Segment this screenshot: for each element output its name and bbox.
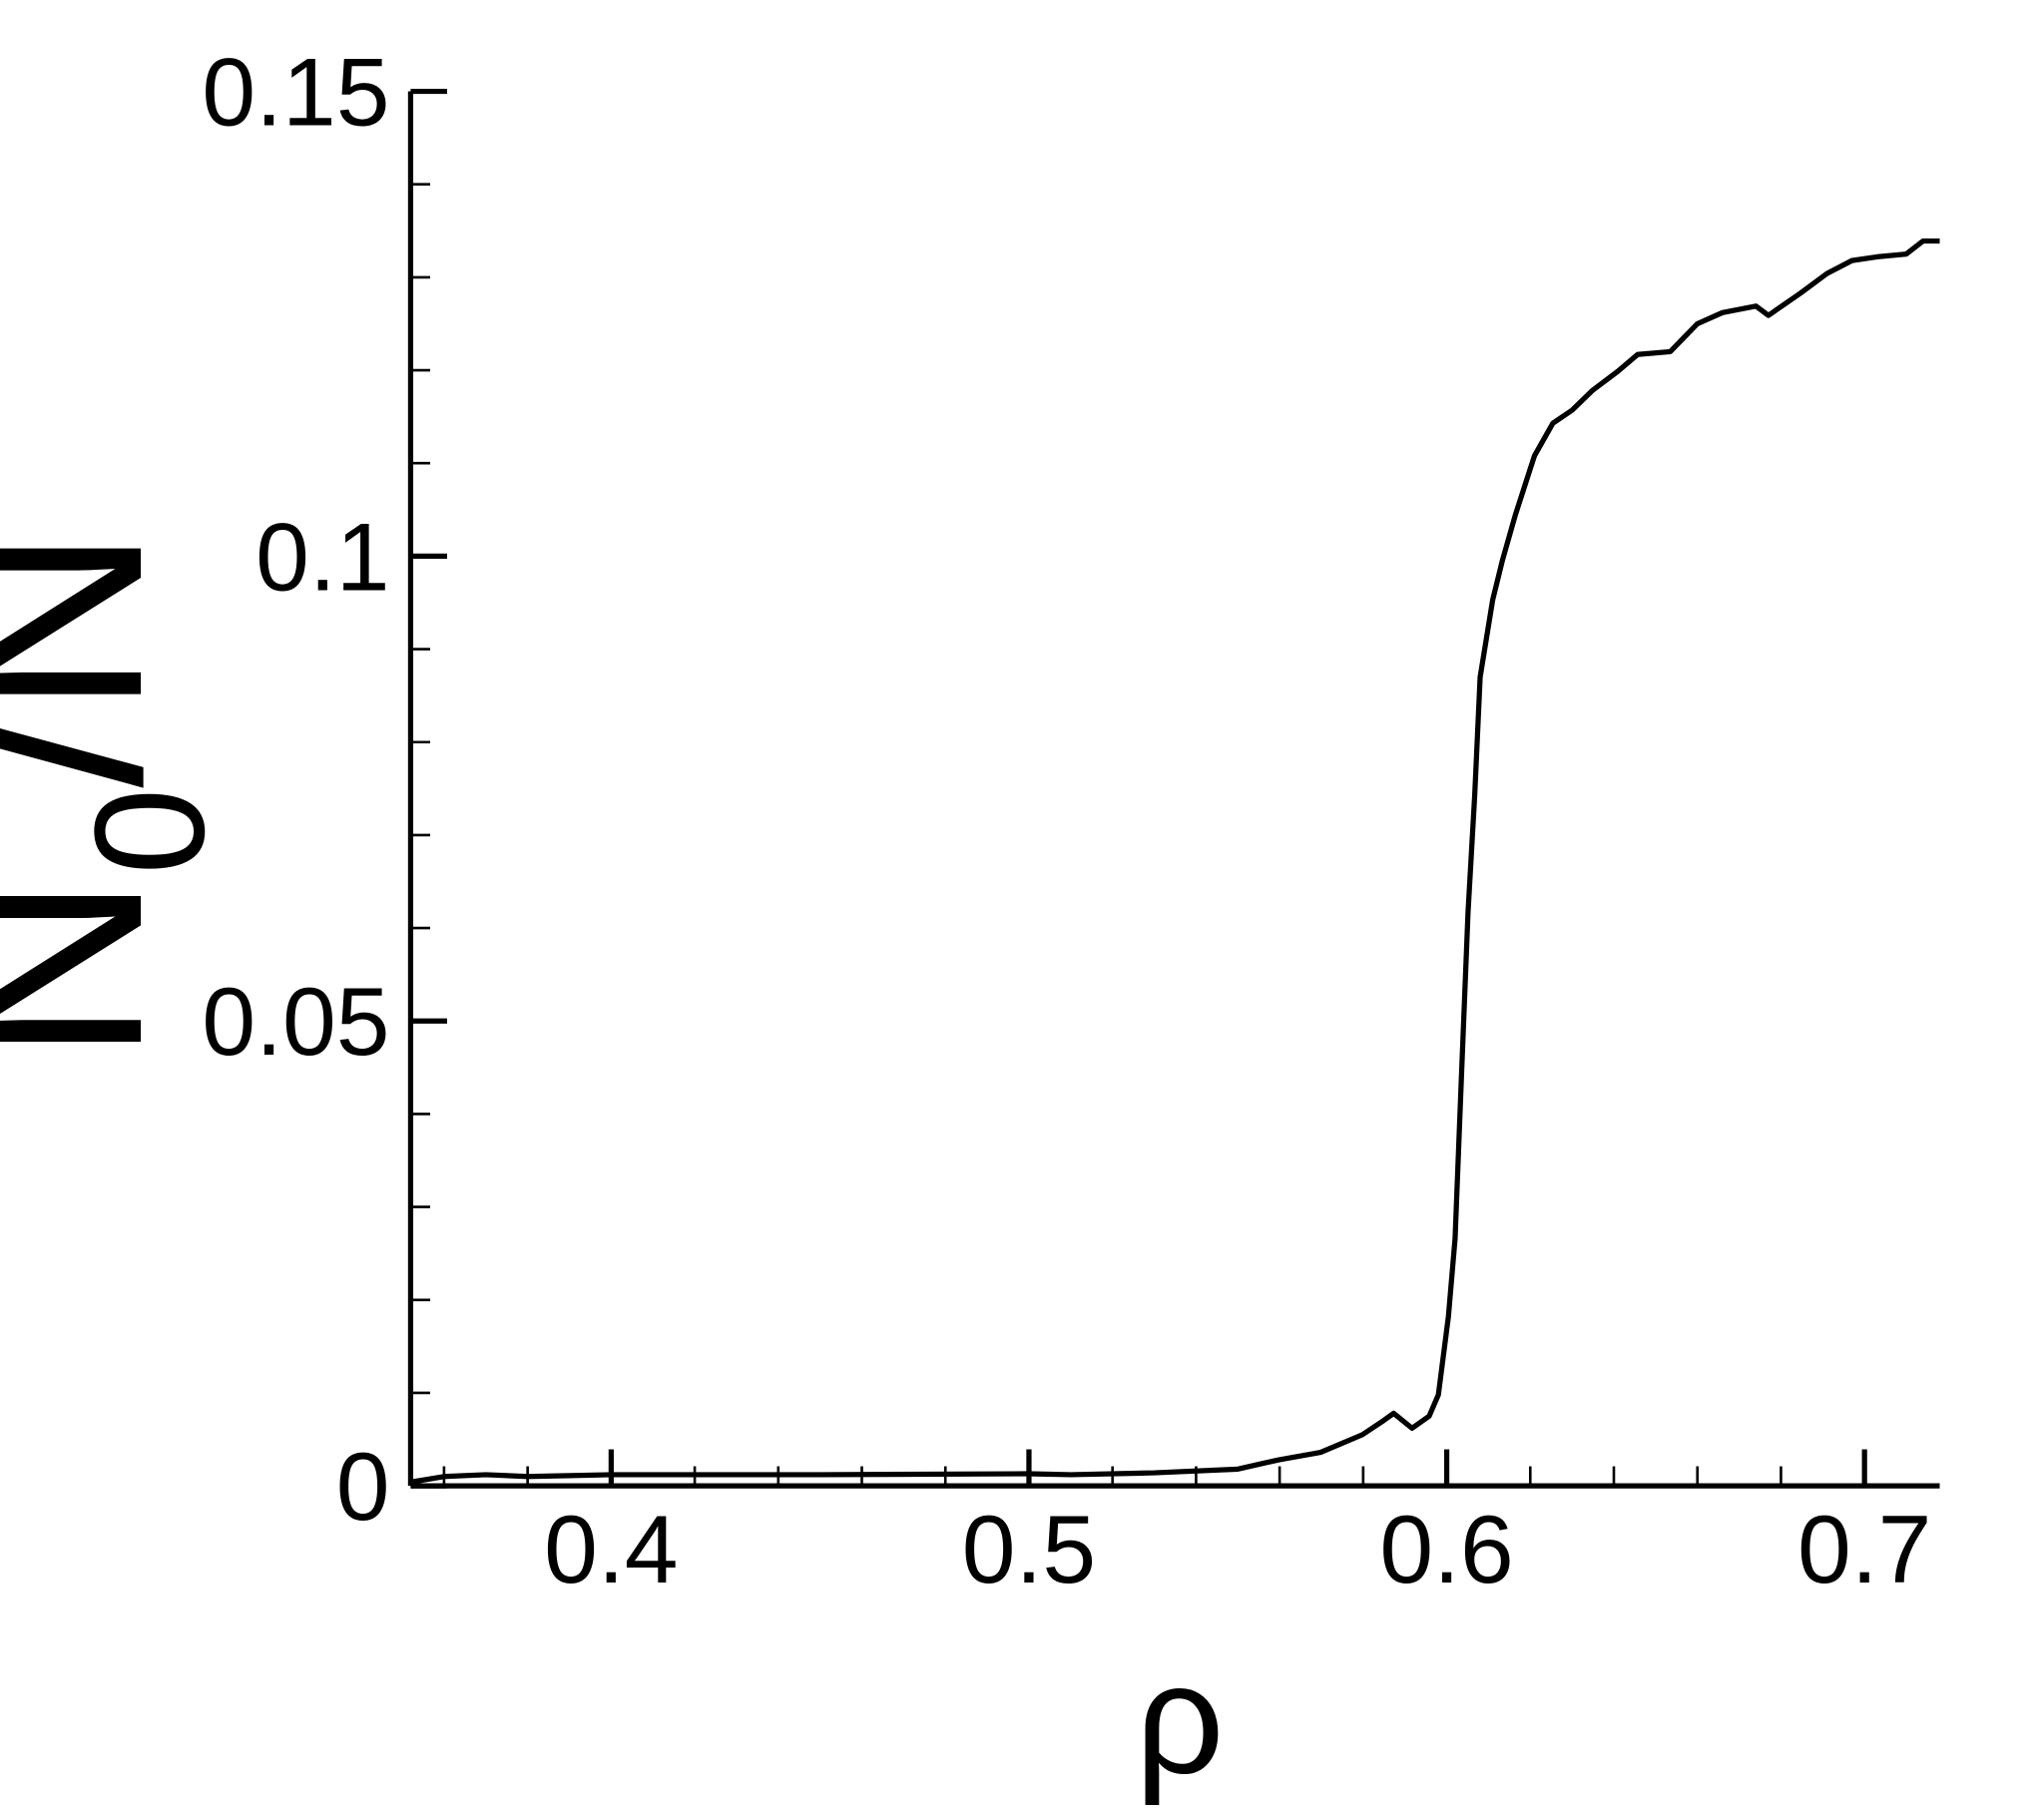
y-label-sub: 0 [63,788,238,875]
x-tick-label: 0.5 [962,1497,1096,1603]
x-tick-label: 0.6 [1379,1497,1513,1603]
data-line [409,237,1940,1485]
y-label-main: N [0,875,197,1064]
x-tick-label: 0.7 [1797,1497,1931,1603]
y-tick-label: 0.1 [256,504,389,611]
y-label-rest: /N [0,527,197,787]
y-tick-label: 0.05 [202,969,389,1076]
y-axis-label: N0/N [0,527,238,1063]
y-tick-label: 0 [336,1434,390,1541]
x-axis-label: ρ [1135,1631,1224,1806]
x-tick-label: 0.4 [544,1497,678,1603]
y-tick-label: 0.15 [202,40,389,147]
